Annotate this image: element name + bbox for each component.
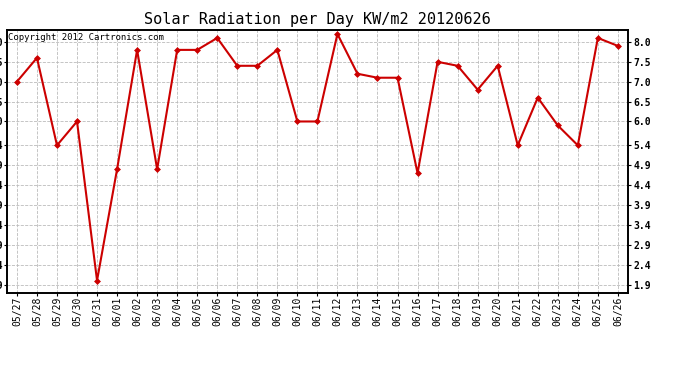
- Text: Copyright 2012 Cartronics.com: Copyright 2012 Cartronics.com: [8, 33, 164, 42]
- Title: Solar Radiation per Day KW/m2 20120626: Solar Radiation per Day KW/m2 20120626: [144, 12, 491, 27]
